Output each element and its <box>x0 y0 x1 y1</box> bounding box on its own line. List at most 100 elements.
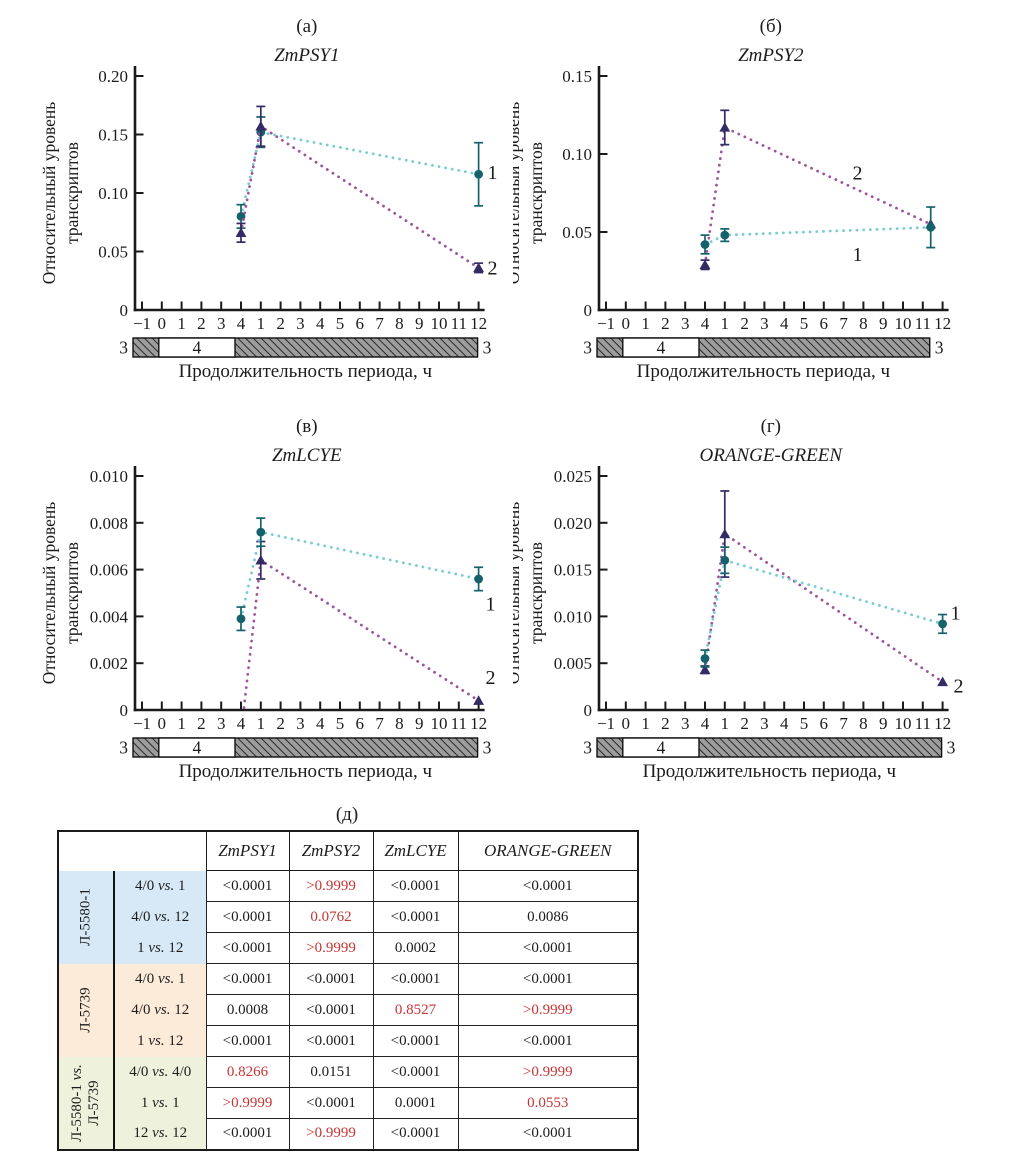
series-line-1 <box>703 225 933 246</box>
x-tick-label: 3 <box>296 714 305 733</box>
vs-italic: vs. <box>152 1125 169 1141</box>
group-cell-1: Л-5739 <box>58 963 115 1057</box>
vs-italic: vs. <box>157 970 175 987</box>
period-bar-light-label: 4 <box>193 738 202 758</box>
pvalue-cell: <0.0001 <box>372 1056 459 1088</box>
x-tick-label: 4 <box>780 714 789 733</box>
x-tick-label: 5 <box>800 314 809 333</box>
panel-label: (г) <box>761 416 781 437</box>
pvalue-cell: <0.0001 <box>205 1025 290 1057</box>
y-tick-label: 0.20 <box>98 67 128 86</box>
table-row: 4/0 vs. 12 <0.0001 0.0762 <0.0001 0.0086 <box>58 901 639 933</box>
series-label-2: 2 <box>488 257 498 279</box>
y-tick-label: 0.008 <box>90 514 128 533</box>
x-tick-label: 9 <box>879 314 888 333</box>
pvalue-cell: <0.0001 <box>288 963 374 995</box>
series-label-2: 2 <box>953 676 963 698</box>
period-bar-right-label: 3 <box>483 338 492 358</box>
x-tick-label: 12 <box>934 714 951 733</box>
y-tick-label: 0 <box>120 701 129 720</box>
y-tick-label: 0.015 <box>554 561 592 580</box>
x-tick-label: 1 <box>177 714 186 733</box>
x-tick-label: 2 <box>276 314 285 333</box>
y-tick-label: 0.15 <box>562 67 592 86</box>
vs-italic: vs. <box>157 877 175 894</box>
x-tick-label: −1 <box>133 714 151 733</box>
pvalue-cell: <0.0001 <box>205 870 290 902</box>
y-axis-label-line1: Относительный уровень <box>513 102 523 285</box>
series-label-1: 1 <box>951 603 961 625</box>
y-tick-label: 0.004 <box>90 607 129 626</box>
x-tick-label: −1 <box>597 314 615 333</box>
pvalue-cell: <0.0001 <box>372 963 459 995</box>
x-tick-label: 1 <box>257 714 266 733</box>
x-tick-label: 4 <box>701 314 710 333</box>
y-axis-label-line1: Относительный уровень <box>513 502 523 685</box>
table-row: 1 vs. 12 <0.0001 >0.9999 0.0002 <0.0001 <box>58 932 639 964</box>
comparison-label: 4/0 vs. 1 <box>114 870 206 902</box>
pvalue-cell: 0.0008 <box>205 994 290 1026</box>
panel-d: (д) ZmPSY1 ZmPSY2 ZmLCYE ORANGE-GREEN Л-… <box>57 804 639 1151</box>
period-bar-left-label: 3 <box>119 738 128 758</box>
y-tick-label: 0.05 <box>98 243 128 262</box>
pvalue-cell: <0.0001 <box>205 1118 290 1150</box>
table-row: 4/0 vs. 12 0.0008 <0.0001 0.8527 >0.9999 <box>58 994 639 1026</box>
x-tick-label: 0 <box>622 314 631 333</box>
pvalue-cell: <0.0001 <box>205 901 290 933</box>
chart-title: ZmPSY1 <box>274 45 339 66</box>
pvalue-cell: <0.0001 <box>288 1025 374 1057</box>
x-tick-label: 3 <box>217 314 226 333</box>
vs-italic: vs. <box>148 939 165 956</box>
x-tick-label: 6 <box>356 714 365 733</box>
pvalue-cell: >0.9999 <box>457 994 639 1026</box>
series-label-1: 1 <box>486 594 496 616</box>
x-tick-label: 11 <box>915 714 931 733</box>
series-line-2 <box>242 557 480 710</box>
table-row: 1 vs. 12 <0.0001 <0.0001 <0.0001 <0.0001 <box>58 1025 639 1057</box>
marker-circle <box>474 574 483 584</box>
group-cell-0: Л-5580-1 <box>58 870 115 964</box>
x-tick-label: 8 <box>859 714 868 733</box>
table-header-row: ZmPSY1 ZmPSY2 ZmLCYE ORANGE-GREEN <box>58 830 639 871</box>
pvalue-cell: >0.9999 <box>288 1118 374 1150</box>
x-tick-label: 9 <box>415 314 424 333</box>
marker-circle <box>700 654 710 663</box>
comparison-label: 4/0 vs. 12 <box>114 901 206 933</box>
panel-v: (в) ZmLCYE 0 0.002 0.004 0.006 0.008 0.010 −1 0 1 2… <box>0 400 513 800</box>
series-line-1 <box>239 530 480 621</box>
group-label: Л-5580-1 vs. Л-5739 <box>68 1063 102 1142</box>
table-row: Л-5739 4/0 vs. 1 <0.0001 <0.0001 <0.0001 <0.0… <box>58 963 639 1057</box>
y-tick-label: 0.05 <box>562 223 592 242</box>
col-header-orange-green: ORANGE-GREEN <box>457 830 639 871</box>
x-tick-label: 2 <box>740 314 749 333</box>
x-tick-label: 2 <box>197 714 206 733</box>
y-axis-label-line2: транскриптов <box>526 142 546 244</box>
x-tick-label: 3 <box>760 314 769 333</box>
y-tick-label: 0.15 <box>98 126 128 145</box>
x-tick-label: 3 <box>296 314 305 333</box>
x-tick-label: 1 <box>641 314 650 333</box>
pvalue-cell: 0.0553 <box>457 1087 639 1119</box>
marker-triangle <box>473 695 484 705</box>
x-tick-label: 7 <box>839 314 848 333</box>
x-tick-label: 3 <box>681 714 690 733</box>
y-axis-label-line2: транскриптов <box>526 542 546 644</box>
period-bar-left-label: 3 <box>119 338 128 358</box>
x-tick-label: 12 <box>470 714 487 733</box>
y-tick-label: 0.006 <box>90 561 128 580</box>
x-tick-label: 7 <box>839 714 848 733</box>
vs-italic: vs. <box>152 1063 169 1080</box>
group-label: Л-5739 <box>77 987 94 1033</box>
x-tick-label: 8 <box>395 714 404 733</box>
series-line-1 <box>703 558 944 660</box>
series-label-2: 2 <box>853 163 863 185</box>
x-tick-label: 2 <box>276 714 285 733</box>
x-tick-label: 8 <box>395 314 404 333</box>
y-tick-label: 0.005 <box>554 654 592 673</box>
chart-title: ZmPSY2 <box>738 45 804 66</box>
pvalue-cell: 0.0001 <box>372 1087 459 1119</box>
x-tick-label: 5 <box>800 714 809 733</box>
x-tick-label: 1 <box>177 314 186 333</box>
x-tick-label: 0 <box>158 314 167 333</box>
